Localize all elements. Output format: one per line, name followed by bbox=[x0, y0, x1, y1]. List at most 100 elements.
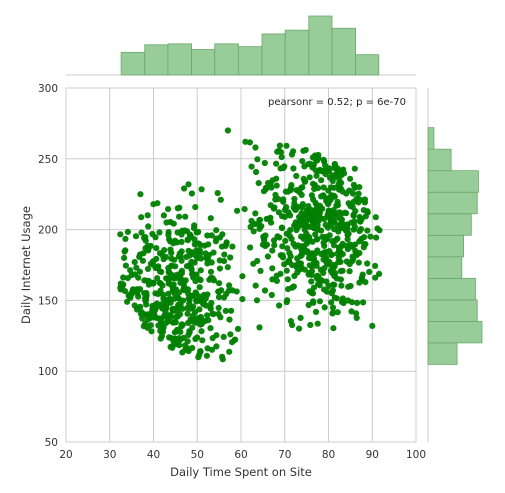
marginal-x-bar bbox=[261, 33, 286, 76]
scatter-point bbox=[247, 244, 254, 251]
scatter-point bbox=[367, 233, 374, 240]
scatter-point bbox=[331, 263, 338, 270]
scatter-point bbox=[203, 352, 210, 359]
scatter-point bbox=[356, 228, 363, 235]
scatter-point bbox=[316, 298, 323, 305]
scatter-point bbox=[233, 288, 240, 295]
scatter-point bbox=[165, 290, 172, 297]
scatter-point bbox=[337, 268, 344, 275]
scatter-point bbox=[296, 189, 303, 196]
scatter-point bbox=[269, 265, 276, 272]
scatter-point bbox=[175, 289, 183, 296]
scatter-point bbox=[191, 222, 198, 229]
scatter-point bbox=[330, 242, 338, 249]
scatter-point bbox=[215, 304, 222, 311]
scatter-point bbox=[242, 138, 249, 145]
marginal-x-bar bbox=[237, 46, 263, 76]
scatter-point bbox=[372, 274, 379, 281]
scatter-point bbox=[281, 213, 288, 220]
scatter-point bbox=[284, 245, 291, 252]
scatter-point bbox=[196, 293, 203, 300]
scatter-point bbox=[192, 252, 199, 259]
scatter-point bbox=[362, 241, 369, 248]
scatter-point bbox=[337, 224, 344, 231]
scatter-point bbox=[163, 275, 170, 282]
scatter-point bbox=[351, 165, 358, 172]
scatter-point bbox=[269, 276, 276, 283]
scatter-point bbox=[141, 277, 148, 284]
scatter-point bbox=[158, 332, 165, 340]
scatter-point bbox=[117, 231, 124, 238]
scatter-point bbox=[317, 215, 324, 222]
scatter-point bbox=[376, 270, 383, 277]
scatter-point bbox=[345, 283, 352, 290]
scatter-point bbox=[356, 196, 363, 203]
scatter-point bbox=[309, 180, 317, 187]
scatter-point bbox=[283, 299, 290, 306]
scatter-point bbox=[286, 232, 293, 239]
scatter-point bbox=[261, 235, 268, 242]
scatter-plot-area: pearsonr = 0.52; p = 6e-70 bbox=[65, 87, 417, 443]
scatter-point bbox=[204, 256, 212, 263]
scatter-point bbox=[167, 343, 174, 350]
scatter-point bbox=[350, 181, 357, 188]
scatter-point bbox=[298, 243, 305, 250]
scatter-point bbox=[165, 280, 172, 287]
scatter-point bbox=[234, 325, 242, 332]
marginal-y-bar bbox=[427, 234, 465, 258]
marginal-y-bar bbox=[427, 256, 463, 279]
scatter-point bbox=[132, 233, 140, 240]
scatter-point bbox=[139, 315, 146, 322]
scatter-point bbox=[349, 203, 356, 211]
scatter-point bbox=[222, 242, 229, 249]
scatter-point bbox=[354, 299, 361, 306]
scatter-point bbox=[186, 252, 193, 259]
marginal-y-bar bbox=[427, 148, 452, 172]
y-tick-label: 250 bbox=[38, 154, 58, 166]
scatter-point bbox=[309, 224, 317, 231]
y-tick-label: 200 bbox=[38, 225, 58, 237]
scatter-point bbox=[165, 206, 172, 213]
marginal-x-bar bbox=[284, 29, 310, 76]
scatter-point bbox=[241, 206, 248, 213]
scatter-point bbox=[171, 256, 178, 263]
scatter-point bbox=[204, 312, 211, 319]
scatter-point bbox=[349, 258, 356, 265]
scatter-point bbox=[307, 206, 314, 213]
scatter-point bbox=[329, 304, 337, 311]
scatter-point bbox=[224, 127, 231, 134]
scatter-point bbox=[121, 248, 128, 255]
x-tick-label: 30 bbox=[103, 449, 116, 461]
marginal-y-bar bbox=[427, 191, 478, 215]
scatter-point bbox=[214, 190, 221, 197]
scatter-point bbox=[185, 181, 192, 188]
scatter-point bbox=[131, 302, 138, 309]
scatter-point bbox=[177, 270, 184, 277]
scatter-point bbox=[350, 198, 357, 205]
scatter-point bbox=[150, 258, 157, 265]
scatter-point bbox=[184, 310, 191, 317]
scatter-point bbox=[327, 194, 334, 201]
scatter-point bbox=[297, 314, 304, 321]
marginal-y-bar bbox=[427, 277, 476, 301]
scatter-point bbox=[356, 184, 363, 191]
scatter-point bbox=[321, 242, 328, 249]
y-axis-ticks: 50 100 150 200 250 300 bbox=[38, 83, 58, 449]
scatter-point bbox=[358, 276, 365, 283]
scatter-point bbox=[213, 343, 220, 350]
scatter-point bbox=[279, 252, 286, 259]
marginal-y-bar bbox=[427, 170, 479, 193]
scatter-point bbox=[222, 307, 229, 314]
scatter-point bbox=[217, 314, 224, 321]
x-axis-label: Daily Time Spent on Site bbox=[170, 465, 312, 479]
scatter-point bbox=[315, 226, 322, 233]
scatter-point bbox=[122, 235, 129, 242]
scatter-point bbox=[207, 325, 214, 332]
y-axis-label: Daily Internet Usage bbox=[19, 206, 33, 324]
scatter-point bbox=[254, 257, 261, 265]
scatter-point bbox=[329, 217, 336, 224]
scatter-point bbox=[356, 249, 363, 257]
scatter-point bbox=[346, 241, 354, 248]
scatter-point bbox=[121, 254, 128, 261]
